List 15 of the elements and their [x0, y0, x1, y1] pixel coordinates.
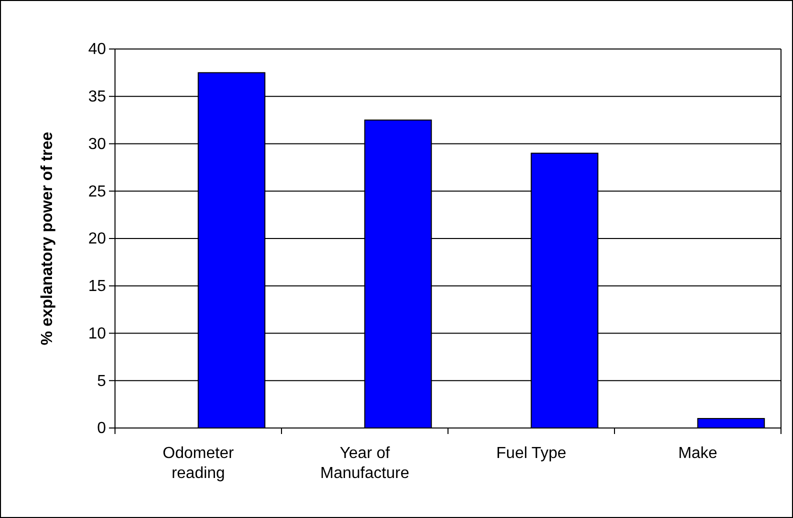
- bar: [697, 418, 765, 428]
- y-axis-title: % explanatory power of tree: [39, 132, 56, 346]
- x-tick-label: Odometer reading: [162, 445, 234, 482]
- y-tick-label: 0: [97, 420, 106, 438]
- y-tick-label: 20: [88, 230, 106, 248]
- y-tick-label: 30: [88, 136, 106, 153]
- y-tick-label: 15: [88, 278, 106, 295]
- y-tick-label: 25: [88, 183, 106, 200]
- y-tick-label: 35: [88, 88, 106, 106]
- y-tick-label: 5: [97, 372, 106, 390]
- y-tick-label: 40: [88, 41, 106, 58]
- x-tick-label: Fuel Type: [496, 445, 566, 462]
- x-tick-label: Year of Manufacture: [320, 445, 410, 482]
- x-tick-label: Make: [678, 445, 718, 462]
- y-tick-label: 10: [88, 325, 106, 342]
